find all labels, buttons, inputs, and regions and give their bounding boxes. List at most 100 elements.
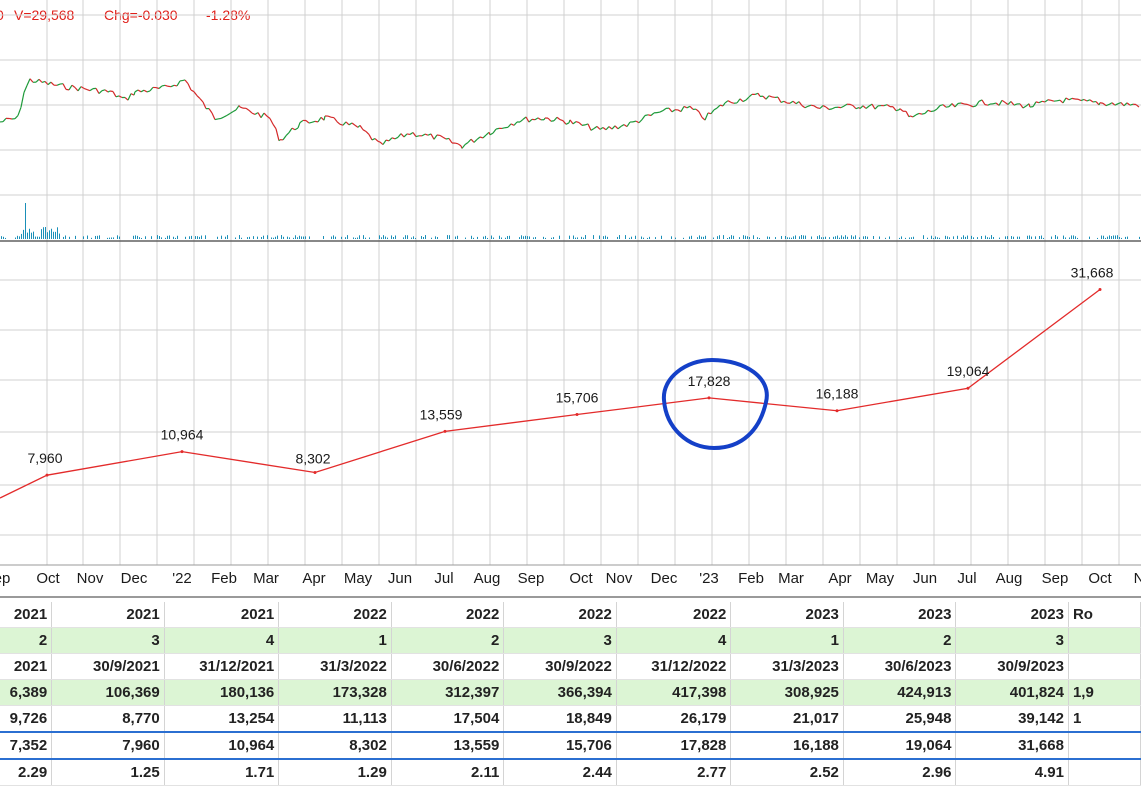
x-tick-label: N (1134, 570, 1141, 587)
volume-bar (1069, 237, 1070, 239)
price-segment (477, 137, 480, 139)
price-segment (863, 106, 866, 109)
volume-bar (811, 236, 812, 239)
volume-bar (301, 236, 302, 239)
volume-bar (335, 237, 336, 239)
price-segment (1118, 103, 1121, 104)
volume-bar (923, 235, 924, 239)
volume-bar (381, 237, 382, 239)
stock-chart[interactable]: 7,96010,9648,30213,55915,70617,82816,188… (0, 0, 1141, 600)
table-cell: 173,328 (279, 680, 392, 706)
price-segment (931, 111, 934, 112)
x-tick-label: Sep (518, 570, 545, 587)
volume-bar (1071, 235, 1072, 239)
volume-bar (607, 237, 608, 239)
volume-bar (863, 236, 864, 239)
volume-bar (83, 236, 84, 239)
price-segment (366, 131, 369, 134)
price-segment (1066, 98, 1069, 100)
price-segment (1072, 98, 1075, 99)
table-cell: 1.29 (279, 759, 392, 786)
volume-bar (55, 232, 56, 239)
price-segment (763, 96, 766, 99)
volume-bar (107, 238, 108, 239)
price-segment (600, 128, 603, 130)
table-cell: 308,925 (731, 680, 844, 706)
price-segment (246, 108, 249, 110)
volume-bar (767, 237, 768, 239)
volume-bar (1097, 238, 1098, 239)
price-segment (910, 116, 913, 117)
volume-bar (683, 238, 684, 239)
volume-bar (175, 238, 176, 239)
volume-bar (1019, 237, 1020, 239)
table-cell: 2023 (956, 602, 1069, 628)
volume-bar (1051, 237, 1052, 239)
volume-bar (949, 237, 950, 239)
price-segment (249, 110, 252, 113)
volume-bar (1035, 236, 1036, 239)
price-segment (458, 144, 461, 146)
volume-bar (15, 238, 16, 239)
price-segment (306, 120, 309, 123)
price-segment (826, 107, 829, 109)
x-tick-label: Feb (738, 570, 764, 587)
table-cell: 17,504 (391, 706, 504, 733)
table-cell: 30/6/2022 (391, 654, 504, 680)
price-segment (239, 106, 240, 107)
table-cell: 1,9 (1068, 680, 1140, 706)
table-cell: 15,706 (504, 732, 617, 759)
table-cell: 9,726 (0, 706, 52, 733)
price-segment (252, 113, 255, 114)
data-point (1099, 288, 1102, 291)
volume-bar (603, 236, 604, 239)
volume-bar (641, 237, 642, 239)
volume-bar (937, 237, 938, 239)
table-cell: 31/3/2023 (731, 654, 844, 680)
volume-bar (477, 237, 478, 239)
price-segment (925, 110, 928, 113)
price-segment (493, 129, 496, 133)
volume-bar (1077, 238, 1078, 239)
price-segment (363, 130, 366, 132)
volume-bar (47, 232, 48, 239)
volume-bar (119, 237, 120, 239)
volume-bar (111, 237, 112, 239)
volume-bar (533, 237, 534, 239)
table-cell: 2.11 (391, 759, 504, 786)
price-segment (639, 120, 642, 123)
volume-bar (465, 238, 466, 239)
volume-bar (87, 236, 88, 239)
volume-bar (749, 237, 750, 239)
table-cell: 424,913 (843, 680, 956, 706)
price-segment (603, 128, 606, 130)
table-cell: 7,352 (0, 732, 52, 759)
volume-bar (253, 236, 254, 239)
price-segment (802, 106, 805, 108)
table-cell: 312,397 (391, 680, 504, 706)
price-segment (781, 101, 784, 102)
volume-bar (359, 235, 360, 239)
data-point (444, 430, 447, 433)
volume-bar (1029, 235, 1030, 239)
price-segment (699, 112, 702, 118)
x-tick-label: '23 (699, 570, 719, 587)
table-cell: 21,017 (731, 706, 844, 733)
price-segment (648, 115, 651, 116)
table-cell: 2021 (0, 654, 52, 680)
price-segment (75, 87, 78, 90)
price-segment (946, 107, 949, 108)
volume-bar (53, 232, 54, 239)
volume-bar (405, 235, 406, 239)
volume-bar (661, 236, 662, 239)
price-segment (961, 103, 964, 104)
price-segment (449, 138, 452, 143)
price-segment (116, 96, 119, 97)
volume-bar (1065, 237, 1066, 239)
volume-bar (65, 235, 66, 239)
price-segment (42, 81, 45, 82)
volume-bar (543, 237, 544, 239)
price-segment (18, 107, 21, 115)
